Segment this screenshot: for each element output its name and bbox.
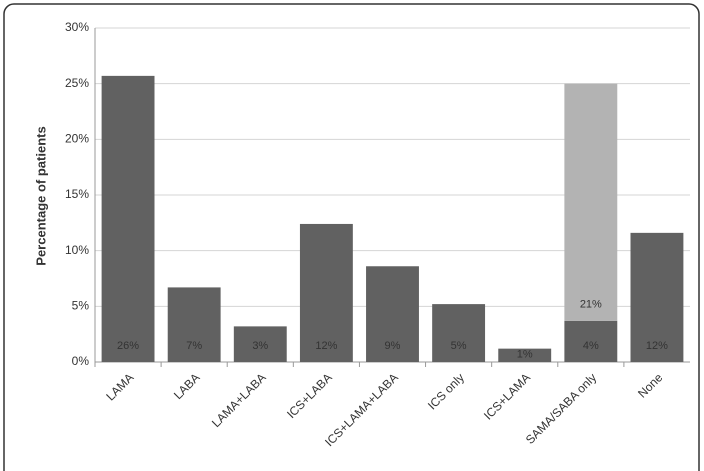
data-label: 4% <box>583 340 599 352</box>
y-tick-label: 20% <box>65 132 89 146</box>
y-tick-label: 0% <box>72 354 90 368</box>
x-tick-label: LAMA <box>103 370 136 403</box>
y-tick-label: 5% <box>72 299 90 313</box>
chart-frame <box>3 3 700 471</box>
bar <box>498 348 552 362</box>
x-tick-label: ICS+LABA <box>284 370 335 421</box>
x-tick-label: LABA <box>171 370 203 402</box>
data-label: 3% <box>252 340 268 352</box>
y-tick-label: 25% <box>65 76 89 90</box>
data-label: 7% <box>186 340 202 352</box>
x-tick-label: LAMA+LABA <box>209 370 269 430</box>
bar <box>432 304 486 362</box>
bar <box>299 223 353 362</box>
bar <box>167 287 221 362</box>
data-label: 9% <box>385 340 401 352</box>
y-tick-label: 15% <box>65 187 89 201</box>
x-tick-label: SAMA/SABA only <box>523 370 599 446</box>
bar <box>366 266 419 362</box>
y-tick-label: 10% <box>65 243 89 257</box>
data-label: 26% <box>117 340 139 352</box>
data-label: 5% <box>451 340 467 352</box>
bar <box>564 320 618 362</box>
data-label: 1% <box>517 349 533 361</box>
x-tick-label: ICS+LAMA+LABA <box>322 370 401 449</box>
y-tick-label: 30% <box>65 20 89 34</box>
x-tick-label: None <box>635 370 665 400</box>
bar <box>233 326 287 362</box>
y-axis-label: Percentage of patients <box>33 126 48 265</box>
data-label: 21% <box>580 299 602 311</box>
bar <box>101 75 155 362</box>
x-tick-label: ICS+LAMA <box>481 370 533 422</box>
data-label: 12% <box>315 340 337 352</box>
bar <box>630 232 684 362</box>
data-label: 12% <box>646 340 668 352</box>
x-tick-label: ICS only <box>425 370 467 412</box>
bar <box>564 83 618 321</box>
